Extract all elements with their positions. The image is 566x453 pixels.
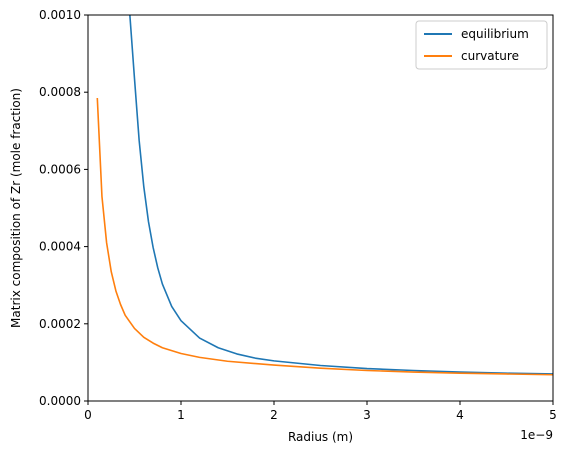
x-axis-label: Radius (m) [288, 430, 353, 444]
x-tick-label: 2 [270, 408, 278, 422]
series-layer [96, 15, 553, 376]
series-line-curvature [96, 97, 553, 376]
x-tick-label: 5 [549, 408, 557, 422]
legend-label-curvature: curvature [461, 49, 519, 63]
legend: equilibrium curvature [415, 20, 548, 70]
y-axis-label: Matrix composition of Zr (mole fraction) [9, 88, 23, 328]
plot-background [88, 15, 553, 401]
y-tick-label: 0.0000 [39, 394, 81, 408]
y-tick-label: 0.0006 [39, 162, 81, 176]
series-line-equilibrium [129, 15, 553, 375]
x-tick-label: 3 [363, 408, 371, 422]
y-tick-label: 0.0010 [39, 8, 81, 22]
legend-label-equilibrium: equilibrium [461, 27, 529, 41]
y-tick-label: 0.0008 [39, 85, 81, 99]
tick-layer: 0 1 2 3 4 5 0.0000 0.0002 0.0004 0.0006 0.0008 0.00… [39, 8, 557, 422]
x-tick-label: 4 [456, 408, 464, 422]
x-scale-label: 1e−9 [520, 428, 553, 442]
y-tick-label: 0.0002 [39, 317, 81, 331]
x-tick-label: 1 [177, 408, 185, 422]
x-tick-label: 0 [84, 408, 92, 422]
plot-frame [87, 14, 554, 402]
y-tick-label: 0.0004 [39, 240, 81, 254]
